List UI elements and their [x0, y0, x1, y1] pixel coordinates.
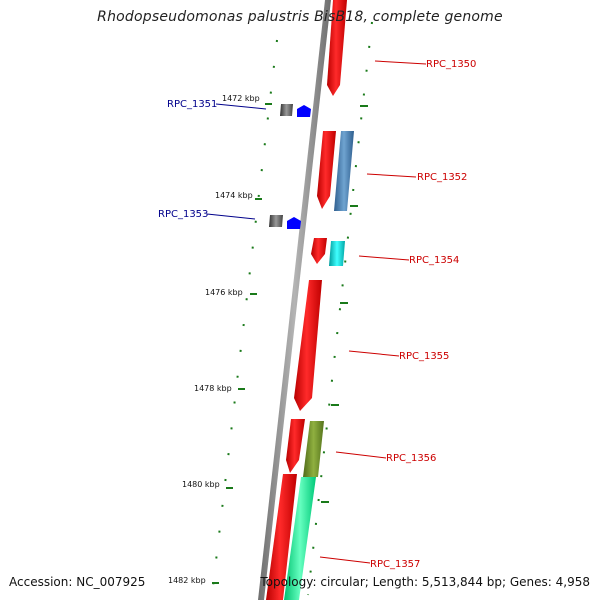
callout-line — [358, 255, 410, 261]
gene-label-rpc1352[interactable]: RPC_1352 — [417, 172, 467, 183]
tick-label: 1476 kbp — [205, 288, 243, 297]
outer-dotted-track-right — [307, 21, 373, 596]
gene-label-rpc1353[interactable]: RPC_1353 — [158, 209, 208, 220]
tick-label: 1474 kbp — [215, 191, 253, 200]
gene-label-rpc1351[interactable]: RPC_1351 — [167, 99, 217, 110]
accession-text: Accession: NC_007925 — [9, 575, 146, 589]
forward-genes — [266, 0, 347, 600]
gene-callouts: RPC_1350 RPC_1351 RPC_1352 RPC_1353 RPC_… — [158, 59, 476, 570]
reverse-genes — [269, 104, 311, 229]
gene-label-rpc1355[interactable]: RPC_1355 — [399, 351, 449, 362]
outer-dotted-track-left — [211, 39, 278, 596]
callout-line — [374, 60, 427, 65]
callout-line — [335, 451, 387, 459]
gene-rpc1353-arrow[interactable] — [287, 217, 301, 229]
gene-rpc1353-body[interactable] — [269, 215, 283, 227]
feature-bar-spring[interactable] — [284, 477, 316, 600]
gene-rpc1350[interactable] — [327, 0, 347, 96]
gene-rpc1351-body[interactable] — [280, 104, 293, 116]
tick-label: 1472 kbp — [222, 94, 260, 103]
map-title: Rhodopseudomonas palustris BisB18, compl… — [97, 9, 503, 25]
gene-rpc1351-arrow[interactable] — [297, 105, 311, 117]
gene-label-rpc1354[interactable]: RPC_1354 — [409, 255, 459, 266]
gene-label-rpc1356[interactable]: RPC_1356 — [386, 453, 436, 464]
callout-line — [319, 556, 371, 564]
gene-rpc1354[interactable] — [311, 238, 327, 264]
feature-bars — [284, 131, 354, 600]
callout-line — [348, 350, 400, 357]
outer-ticks-right — [321, 105, 368, 503]
callout-line — [206, 213, 256, 220]
callout-line — [215, 103, 267, 110]
gene-rpc1355[interactable] — [294, 280, 322, 411]
tick-label: 1478 kbp — [194, 384, 232, 393]
gene-label-rpc1357[interactable]: RPC_1357 — [370, 559, 420, 570]
tick-label: 1480 kbp — [182, 480, 220, 489]
gene-rpc1357[interactable] — [266, 474, 297, 600]
gene-rpc1356[interactable] — [286, 419, 305, 473]
genome-summary-text: Topology: circular; Length: 5,513,844 bp… — [260, 575, 590, 589]
kbp-ticks: 1472 kbp 1474 kbp 1476 kbp 1478 kbp 1480… — [168, 94, 272, 585]
feature-bar-blue[interactable] — [334, 131, 354, 211]
gene-label-rpc1350[interactable]: RPC_1350 — [426, 59, 476, 70]
tick-label: 1482 kbp — [168, 576, 206, 585]
gene-rpc1352[interactable] — [317, 131, 336, 209]
feature-bar-cyan[interactable] — [329, 241, 345, 266]
genome-backbone — [258, 0, 331, 600]
callout-line — [366, 173, 417, 178]
feature-bar-olive[interactable] — [303, 421, 324, 477]
